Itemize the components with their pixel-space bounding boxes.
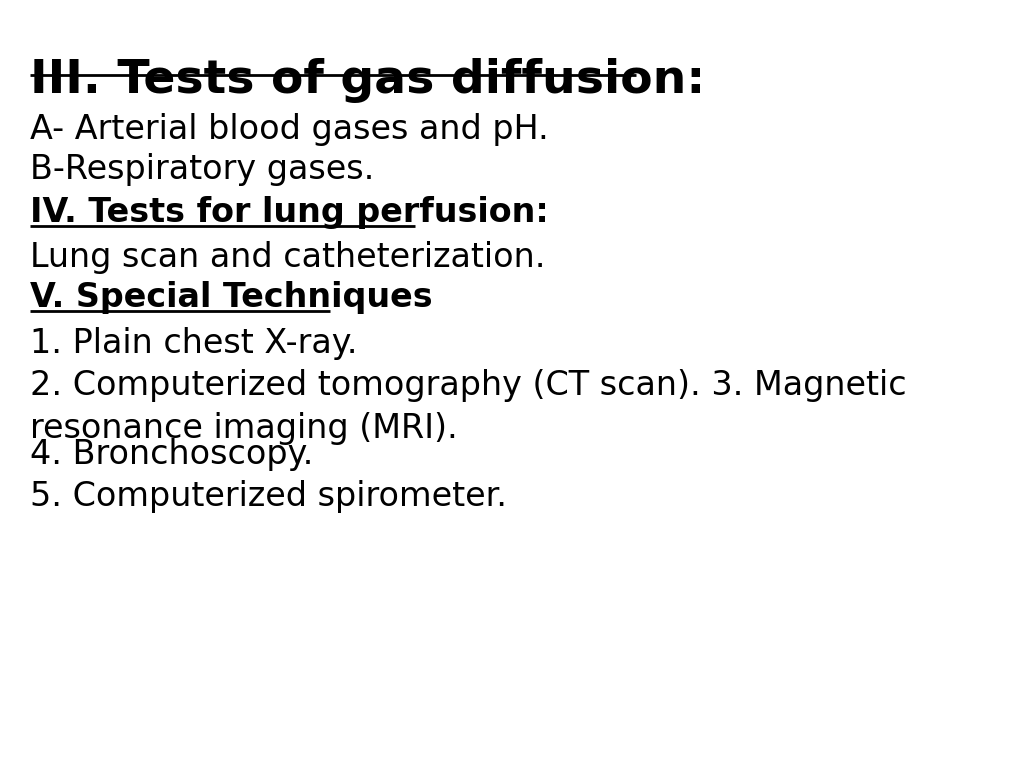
Text: A- Arterial blood gases and pH.: A- Arterial blood gases and pH. [30, 113, 549, 146]
Text: 1. Plain chest X-ray.: 1. Plain chest X-ray. [30, 327, 357, 360]
Text: B-Respiratory gases.: B-Respiratory gases. [30, 153, 375, 186]
Text: V. Special Techniques: V. Special Techniques [30, 281, 432, 314]
Text: 2. Computerized tomography (CT scan). 3. Magnetic
resonance imaging (MRI).: 2. Computerized tomography (CT scan). 3.… [30, 369, 906, 445]
Text: III. Tests of gas diffusion:: III. Tests of gas diffusion: [30, 58, 706, 103]
Text: 4. Bronchoscopy.: 4. Bronchoscopy. [30, 438, 313, 471]
Text: 5. Computerized spirometer.: 5. Computerized spirometer. [30, 480, 507, 513]
Text: IV. Tests for lung perfusion:: IV. Tests for lung perfusion: [30, 196, 549, 229]
Text: Lung scan and catheterization.: Lung scan and catheterization. [30, 241, 546, 274]
